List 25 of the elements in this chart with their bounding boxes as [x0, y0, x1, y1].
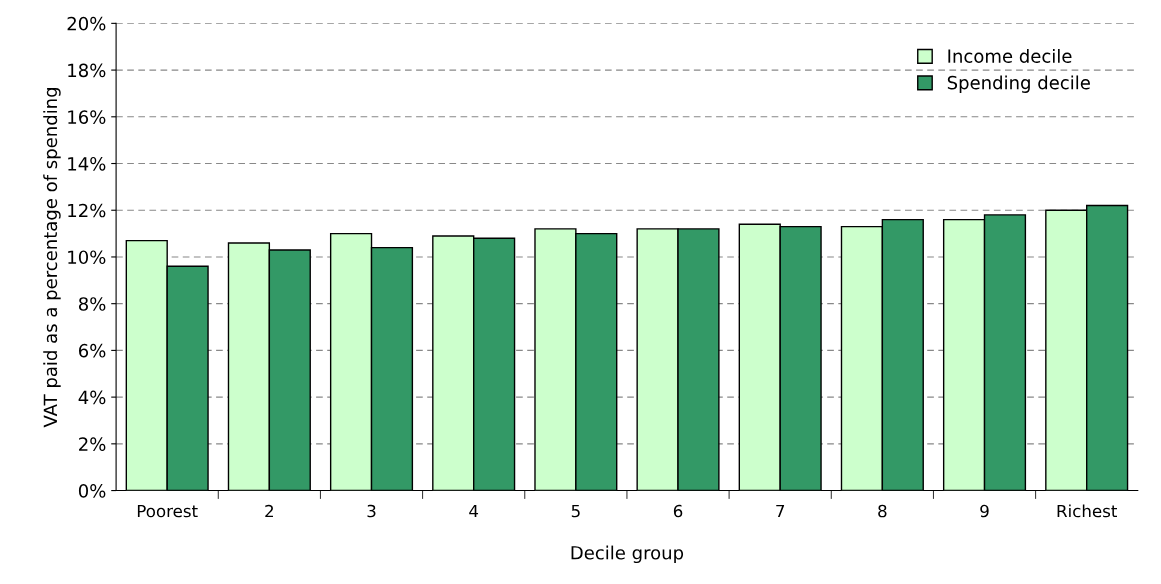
y-tick-label: 12%: [68, 203, 106, 218]
x-tick-label: 3: [367, 504, 376, 518]
y-tick-label: 10%: [68, 250, 106, 265]
legend-label: Income decile: [948, 48, 1072, 63]
y-tick-label: 20%: [67, 16, 106, 31]
x-tick-label: 8: [878, 504, 887, 518]
y-tick-label: 0%: [78, 484, 106, 498]
y-tick-label: 2%: [79, 437, 106, 451]
legend-label: Spending decile: [947, 75, 1090, 93]
y-tick-label: 14%: [68, 156, 106, 171]
x-tick-label: 4: [469, 504, 479, 518]
x-tick-label: Poorest: [137, 504, 198, 518]
y-tick-label: 18%: [68, 63, 106, 78]
x-tick-label: 5: [571, 504, 580, 518]
x-axis-title: Decile group: [571, 545, 684, 564]
y-tick-label: 6%: [79, 343, 106, 358]
y-tick-label: 8%: [78, 297, 106, 311]
x-tick-label: Richest: [1057, 504, 1117, 518]
x-tick-label: 6: [673, 504, 683, 518]
y-axis-title: VAT paid as a percentage of spending: [43, 88, 61, 428]
x-tick-label: 2: [265, 504, 273, 518]
x-tick-label: 7: [776, 504, 785, 518]
x-tick-label: 9: [980, 504, 989, 518]
y-tick-label: 16%: [68, 110, 106, 124]
y-tick-label: 4%: [78, 390, 106, 405]
